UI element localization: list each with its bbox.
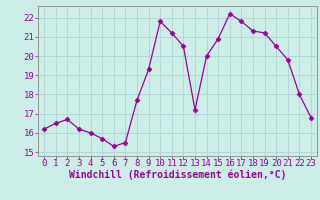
X-axis label: Windchill (Refroidissement éolien,°C): Windchill (Refroidissement éolien,°C): [69, 169, 286, 180]
